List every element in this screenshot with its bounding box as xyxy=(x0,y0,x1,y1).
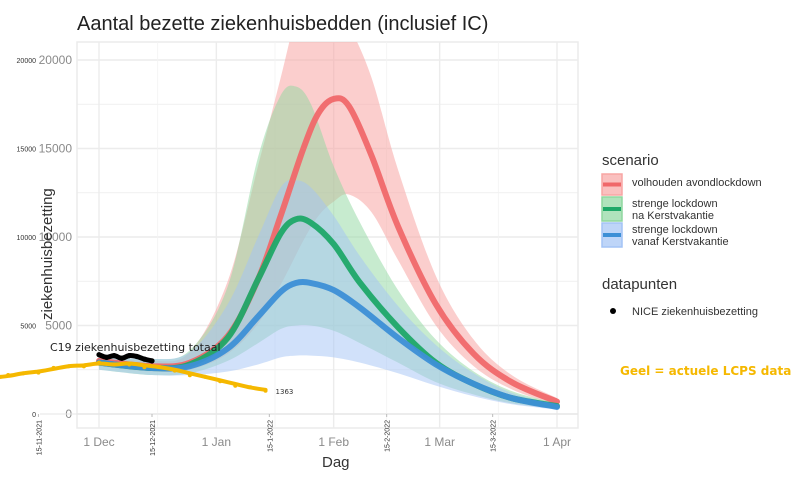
lcps-point xyxy=(51,365,56,370)
lcps-point xyxy=(263,388,268,393)
lcps-point xyxy=(187,373,192,378)
legend: scenario volhouden avondlockdown strenge … xyxy=(601,152,762,318)
y-tick-label: 20000 xyxy=(39,53,73,67)
y-tick-label: 10000 xyxy=(39,230,73,244)
line-2 xyxy=(96,279,560,410)
nice-point xyxy=(111,352,117,359)
lcps-point xyxy=(127,362,132,367)
nice-point xyxy=(119,355,125,361)
x-tick-label: 1 Mar xyxy=(424,435,455,449)
legend-datapoint-marker xyxy=(610,308,616,314)
lcps-point xyxy=(36,370,41,375)
lcps-point xyxy=(97,360,101,365)
x-tick-label-overlay: 15-11-2021 xyxy=(36,420,43,455)
c19-annotation: C19 ziekenhuisbezetting totaal xyxy=(50,341,221,354)
y-tick-label: 15000 xyxy=(39,142,73,156)
y-tick-label: 5000 xyxy=(45,319,72,333)
lcps-point xyxy=(248,385,253,390)
lcps-point xyxy=(21,371,26,376)
y-tick-label-overlay: 10000 xyxy=(17,235,37,242)
lcps-point xyxy=(157,365,162,370)
scenario-lines xyxy=(96,95,560,410)
lcps-end-label: 1363 xyxy=(276,388,294,396)
nice-point xyxy=(141,356,148,362)
x-tick-label-overlay: 15-1-2022 xyxy=(267,420,274,452)
nice-datapoints xyxy=(96,352,155,364)
x-tick-label-overlay: 15-12-2021 xyxy=(150,420,157,456)
y-tick-label-overlay: 5000 xyxy=(20,324,36,331)
nice-point xyxy=(126,352,132,359)
legend-item-label: strenge lockdown xyxy=(632,224,718,236)
lcps-point xyxy=(66,364,71,369)
lcps-point xyxy=(172,368,177,373)
legend-item-label: vanaf Kerstvakantie xyxy=(632,236,729,248)
x-tick-label: 1 Feb xyxy=(318,435,349,449)
lcps-point xyxy=(202,374,207,379)
lcps-point xyxy=(6,373,11,378)
y-axis-label: ziekenhuisbezetting xyxy=(39,188,56,320)
legend-datapoints-item: NICE ziekenhuisbezetting xyxy=(632,306,758,318)
lcps-series xyxy=(0,360,268,393)
lcps-point xyxy=(233,383,238,388)
x-axis-ticks: 1 Dec 1 Jan 1 Feb 1 Mar 1 Apr 15-11-2021 15-12… xyxy=(36,414,571,456)
legend-item-label: na Kerstvakantie xyxy=(632,210,714,222)
lcps-point xyxy=(142,365,147,370)
nice-point xyxy=(149,358,155,364)
x-tick-label: 1 Jan xyxy=(202,435,231,449)
y-tick-label-overlay: 15000 xyxy=(17,147,37,154)
lcps-point xyxy=(81,364,86,369)
x-tick-label-overlay: 15-3-2022 xyxy=(491,420,498,452)
legend-item-label: volhouden avondlockdown xyxy=(632,177,762,189)
legend-datapoints-title: datapunten xyxy=(602,276,677,293)
x-tick-label: 1 Dec xyxy=(83,435,114,449)
lcps-point xyxy=(218,379,223,384)
chart-title: Aantal bezette ziekenhuisbedden (inclusi… xyxy=(77,13,488,35)
x-tick-label-overlay: 15-2-2022 xyxy=(385,420,392,452)
nice-point xyxy=(134,353,140,360)
lcps-point xyxy=(112,362,117,367)
legend-item-label: strenge lockdown xyxy=(632,198,718,210)
x-tick-label: 1 Apr xyxy=(543,435,571,449)
nice-point xyxy=(96,352,102,358)
y-tick-label-overlay: 20000 xyxy=(17,58,37,65)
lcps-note: Geel = actuele LCPS data xyxy=(620,364,791,378)
nice-point xyxy=(103,354,110,360)
y-tick-label-overlay: 0 xyxy=(32,412,36,419)
legend-scenario-title: scenario xyxy=(602,152,659,169)
x-axis-label: Dag xyxy=(322,454,350,471)
